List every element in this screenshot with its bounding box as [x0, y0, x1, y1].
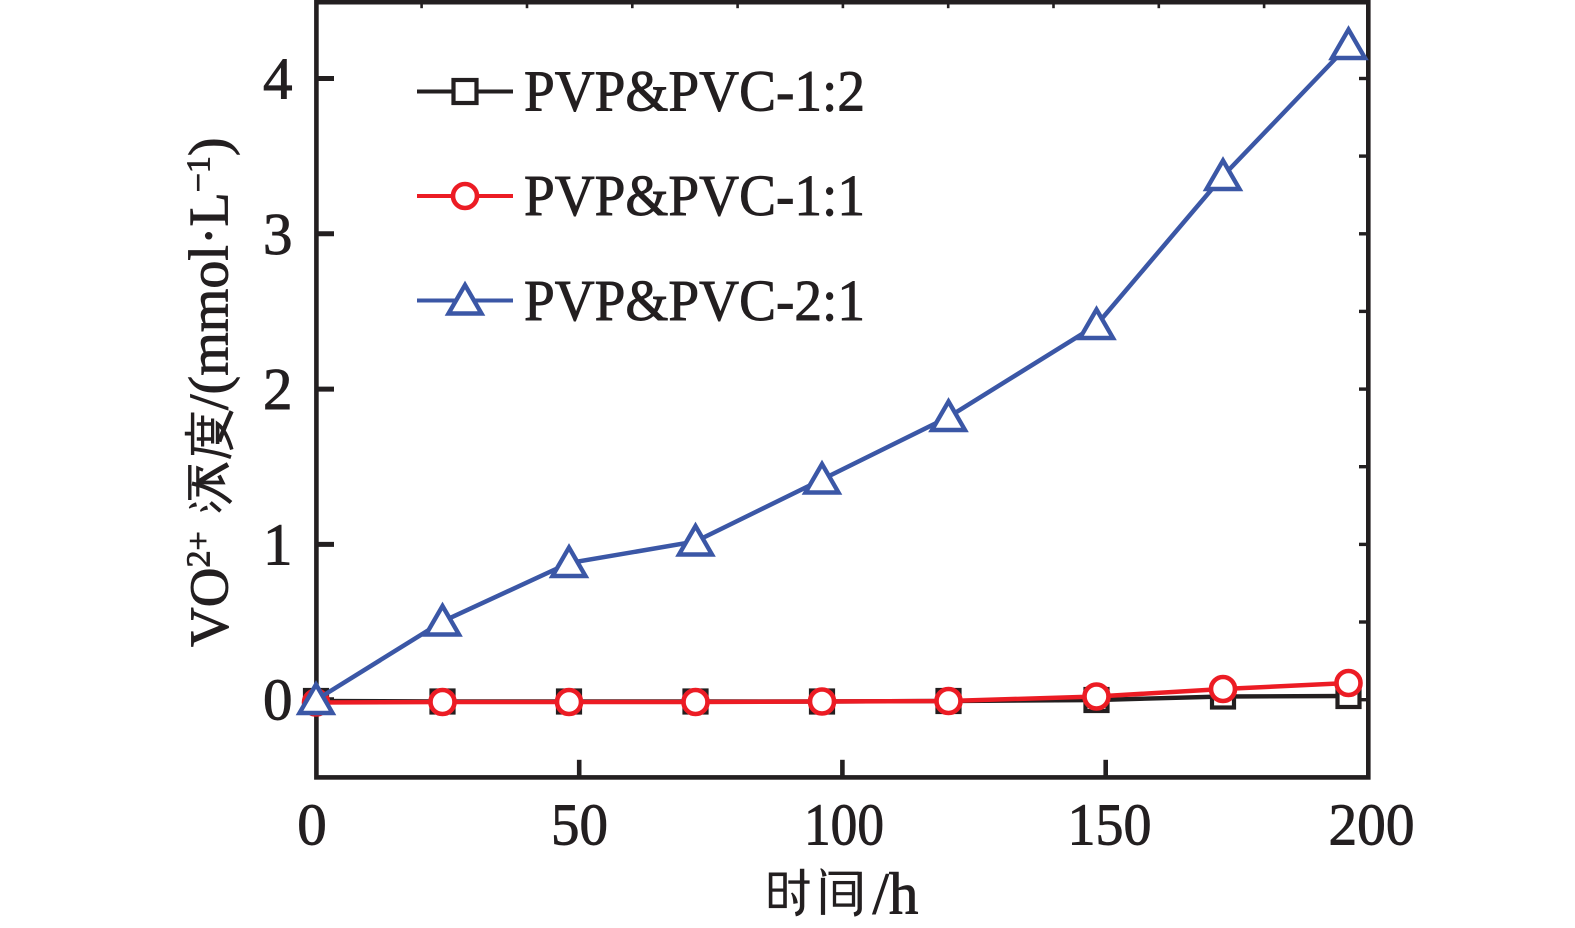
svg-text:0: 0: [297, 792, 327, 858]
svg-text:3: 3: [263, 201, 293, 267]
svg-text:100: 100: [804, 792, 884, 858]
svg-text:0: 0: [263, 667, 293, 733]
svg-text:200: 200: [1329, 792, 1415, 858]
svg-text:2: 2: [263, 356, 293, 422]
svg-text:150: 150: [1068, 792, 1152, 858]
svg-text:4: 4: [263, 45, 293, 111]
svg-text:PVP&PVC-2:1: PVP&PVC-2:1: [524, 268, 865, 333]
svg-text:PVP&PVC-1:1: PVP&PVC-1:1: [524, 163, 865, 228]
svg-text:50: 50: [551, 792, 608, 858]
svg-text:/h: /h: [873, 861, 919, 927]
svg-text:PVP&PVC-1:2: PVP&PVC-1:2: [524, 59, 865, 124]
svg-text:1: 1: [263, 511, 293, 577]
